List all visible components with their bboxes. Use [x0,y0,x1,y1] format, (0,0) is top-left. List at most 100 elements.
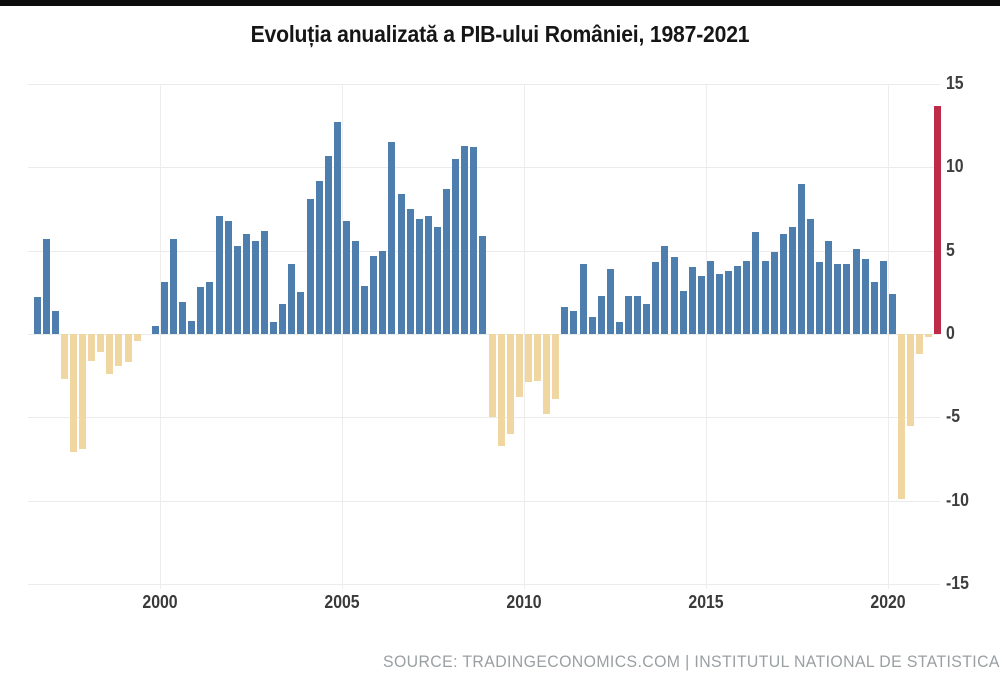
positive-quarter-bar [625,295,632,334]
x-axis-tick-label: 2005 [323,592,360,612]
negative-quarter-bar [79,334,86,449]
positive-quarter-bar [634,295,642,334]
negative-quarter-bar [543,334,551,414]
positive-quarter-bar [770,252,778,334]
x-axis-tick-label: 2015 [687,592,724,612]
positive-quarter-bar [279,304,287,334]
y-axis-tick-label: -5 [946,406,961,427]
positive-quarter-bar [315,180,323,334]
gridline [28,417,940,419]
negative-quarter-bar [552,334,560,399]
top-black-strip [0,0,1000,6]
latest-quarter-bar [934,105,942,334]
positive-quarter-bar [251,240,259,334]
positive-quarter-bar [697,275,705,334]
y-axis-tick-label: 15 [946,73,964,94]
y-axis-tick-label: 5 [946,239,955,260]
positive-quarter-bar [807,219,814,334]
positive-quarter-bar [160,282,168,334]
positive-quarter-bar [233,245,241,334]
negative-quarter-bar [488,334,496,418]
year-gridline [523,84,525,589]
positive-quarter-bar [461,145,469,334]
positive-quarter-bar [688,267,696,334]
x-axis-tick-label: 2000 [141,592,178,612]
negative-quarter-bar [506,334,514,434]
positive-quarter-bar [270,322,278,334]
negative-quarter-bar [925,334,933,338]
year-gridline [341,84,343,589]
positive-quarter-bar [652,262,660,334]
y-axis-tick-label: -10 [946,489,969,510]
negative-quarter-bar [898,334,905,499]
negative-quarter-bar [124,334,132,363]
positive-quarter-bar [297,292,305,334]
positive-quarter-bar [816,262,824,334]
positive-quarter-bar [615,322,623,334]
negative-quarter-bar [97,334,105,353]
positive-quarter-bar [606,269,614,334]
positive-quarter-bar [670,257,678,334]
gridline [28,334,940,335]
y-axis-tick-label: 0 [946,323,955,344]
positive-quarter-bar [197,287,205,334]
positive-quarter-bar [242,234,250,334]
x-axis-tick-label: 2010 [505,592,542,612]
positive-quarter-bar [597,295,605,334]
positive-quarter-bar [470,147,478,334]
negative-quarter-bar [534,334,541,381]
positive-quarter-bar [588,317,596,334]
positive-quarter-bar [761,260,769,334]
positive-quarter-bar [188,320,196,334]
positive-quarter-bar [734,265,742,334]
positive-quarter-bar [706,260,714,334]
negative-quarter-bar [115,334,123,366]
y-axis-tick-label: -15 [946,573,969,594]
positive-quarter-bar [370,255,378,334]
positive-quarter-bar [579,264,587,334]
positive-quarter-bar [151,325,159,334]
chart-title: Evoluția anualizată a PIB-ului României,… [250,21,750,47]
gridline [28,584,940,585]
negative-quarter-bar [916,334,924,354]
x-axis-tick-label: 2020 [869,592,906,612]
positive-quarter-bar [433,227,441,334]
year-gridline [887,84,889,589]
negative-quarter-bar [133,334,141,341]
positive-quarter-bar [834,264,842,334]
positive-quarter-bar [333,122,341,334]
positive-quarter-bar [397,194,405,334]
year-gridline [705,84,707,589]
positive-quarter-bar [852,249,860,334]
positive-quarter-bar [361,285,369,334]
plot-area: 2000 2005 2010 2015 2020 15 10 5 0 -5 -10 -15 [28,73,969,612]
positive-quarter-bar [716,274,723,334]
negative-quarter-bar [907,334,915,426]
positive-quarter-bar [870,282,878,334]
positive-quarter-bar [42,239,50,334]
positive-quarter-bar [33,297,41,334]
negative-quarter-bar [106,334,114,374]
positive-quarter-bar [288,264,296,334]
positive-quarter-bar [679,290,687,334]
positive-quarter-bar [170,239,177,334]
positive-quarter-bar [179,302,187,334]
source-attribution: SOURCE: TRADINGECONOMICS.COM | INSTITUTU… [383,653,1000,671]
positive-quarter-bar [261,230,268,334]
positive-quarter-bar [443,189,450,334]
positive-quarter-bar [406,209,414,334]
negative-quarter-bar [497,334,505,446]
y-axis-tick-label: 10 [946,156,964,177]
positive-quarter-bar [379,250,387,334]
positive-quarter-bar [452,159,460,334]
positive-quarter-bar [888,294,896,334]
positive-quarter-bar [415,219,423,334]
negative-quarter-bar [60,334,68,379]
positive-quarter-bar [206,282,214,334]
positive-quarter-bar [825,240,833,334]
positive-quarter-bar [797,184,805,334]
positive-quarter-bar [779,234,787,334]
positive-quarter-bar [424,215,432,334]
negative-quarter-bar [515,334,523,398]
